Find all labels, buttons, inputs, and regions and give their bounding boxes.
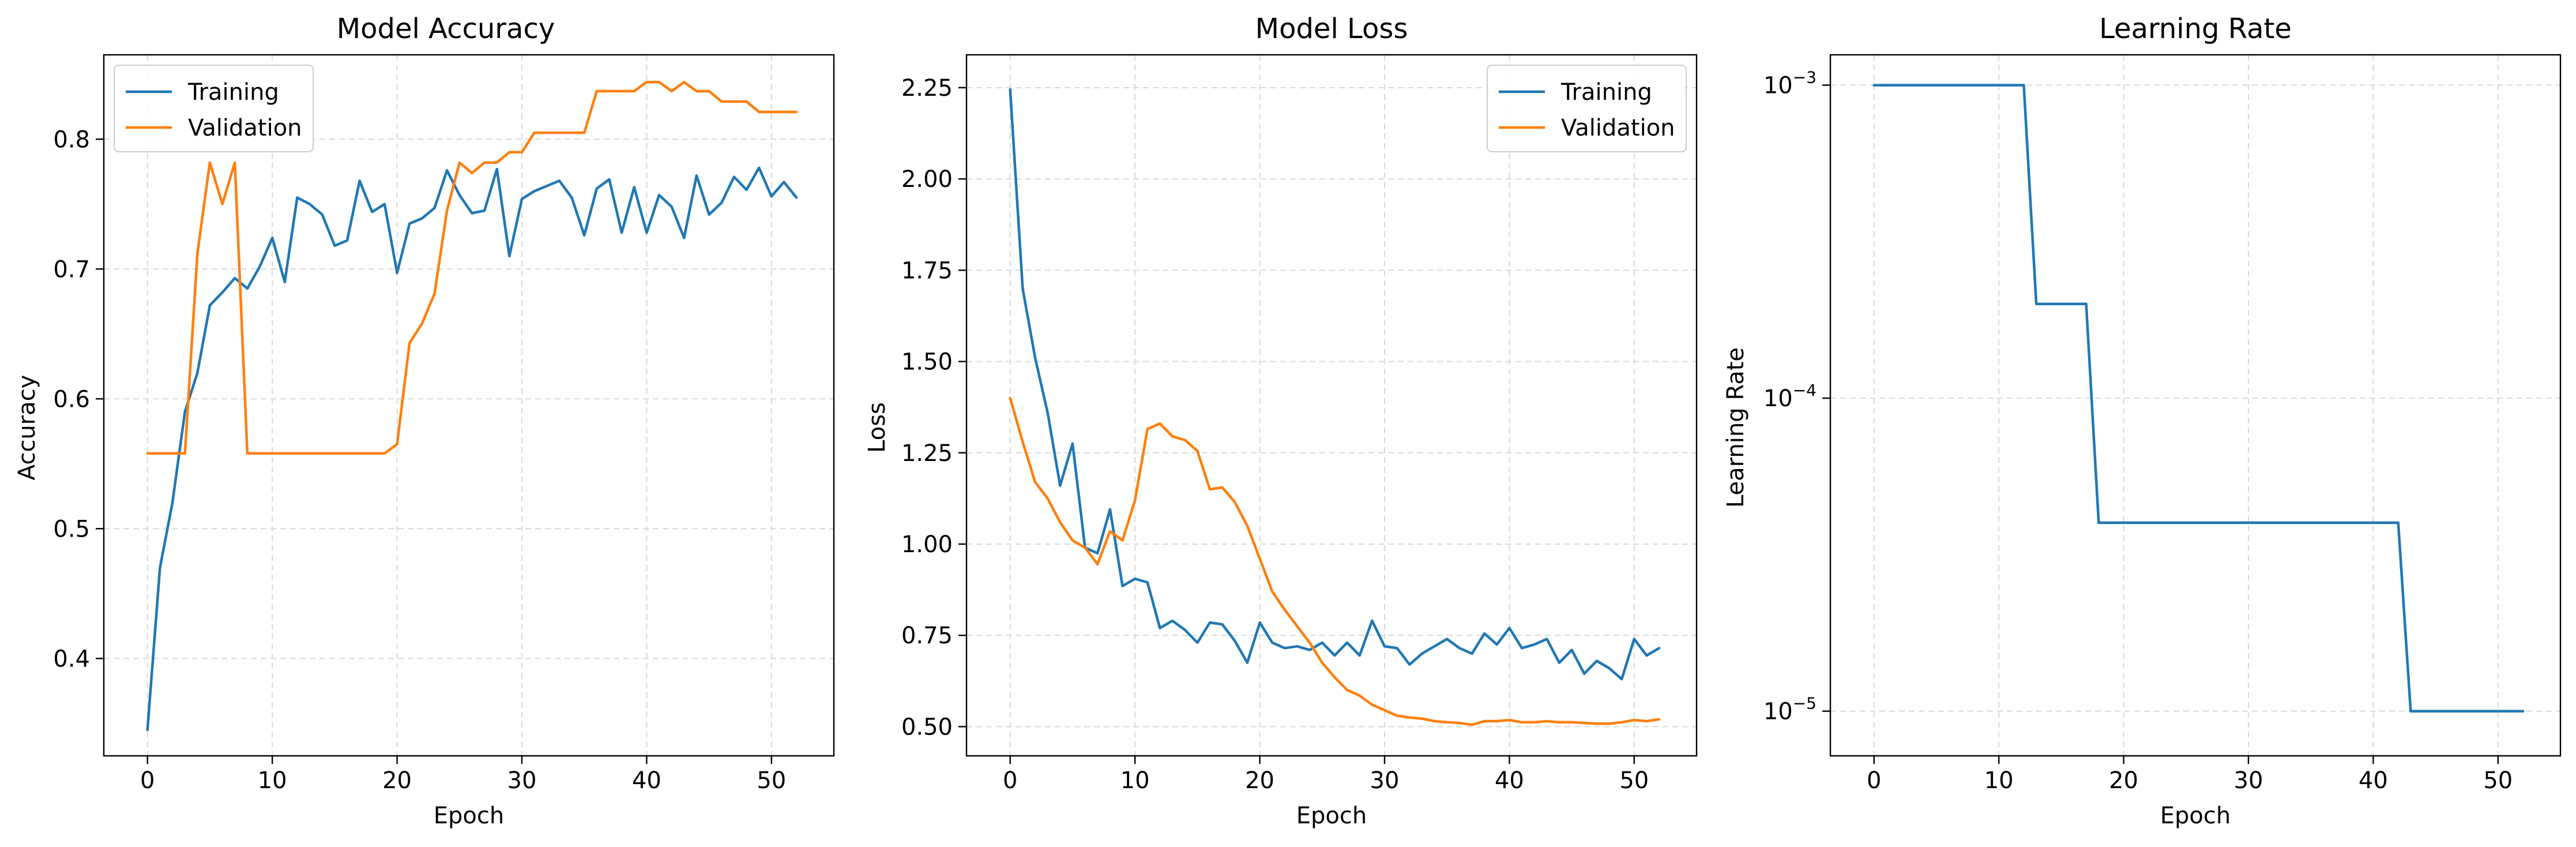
loss-y-tick-label: 0.50: [901, 714, 953, 740]
accuracy-y-tick-label: 0.5: [53, 516, 90, 542]
loss-y-tick-label: 1.00: [901, 531, 953, 558]
accuracy-y-tick-label: 0.6: [53, 386, 90, 413]
accuracy-legend-validation-label: Validation: [188, 115, 302, 141]
accuracy-training-line: [146, 166, 798, 732]
loss-y-tick-label: 1.50: [901, 349, 953, 376]
learning-rate-chart: Learning Rate Epoch Learning Rate 0 10 20 3…: [1723, 13, 2562, 829]
accuracy-x-tick-label: 0: [140, 767, 155, 794]
accuracy-legend: Training Validation: [114, 65, 314, 152]
accuracy-y-tick-label: 0.7: [53, 256, 90, 283]
learning-rate-x-tick-label: 20: [2109, 767, 2138, 794]
accuracy-x-tick-label: 10: [258, 767, 287, 794]
learning-rate-lr-line: [1872, 84, 2525, 713]
learning-rate-y-tick-label: 10−5: [1763, 694, 1817, 725]
learning-rate-x-tick-label: 10: [1984, 767, 2014, 794]
accuracy-chart: Model Accuracy Epoch Accuracy 0 10 20 30 40 5…: [14, 13, 835, 829]
loss-validation-line: [1009, 396, 1661, 726]
learning-rate-chart-title: Learning Rate: [2099, 13, 2292, 45]
learning-rate-y-axis-label: Learning Rate: [1723, 347, 1749, 508]
loss-y-tick-label: 1.25: [901, 440, 953, 467]
accuracy-chart-title: Model Accuracy: [337, 13, 555, 45]
loss-x-tick-label: 20: [1245, 767, 1274, 794]
loss-x-axis-label: Epoch: [1296, 803, 1367, 829]
loss-chart-title: Model Loss: [1255, 13, 1408, 45]
loss-legend-box: [1487, 65, 1687, 152]
loss-x-tick-label: 0: [1003, 767, 1017, 794]
loss-y-tick-label: 2.25: [901, 75, 953, 102]
accuracy-legend-box: [114, 65, 314, 152]
accuracy-x-tick-label: 40: [632, 767, 661, 794]
loss-legend-training-label: Training: [1560, 79, 1652, 106]
accuracy-x-axis-label: Epoch: [434, 803, 504, 829]
learning-rate-x-axis-label: Epoch: [2160, 803, 2231, 829]
learning-rate-x-tick-label: 30: [2234, 767, 2263, 794]
loss-training-line: [1009, 88, 1661, 681]
learning-rate-x-tick-label: 0: [1867, 767, 1881, 794]
loss-y-axis-label: Loss: [864, 402, 890, 453]
loss-y-tick-label: 2.00: [901, 166, 953, 193]
loss-x-tick-label: 50: [1619, 767, 1649, 794]
learning-rate-y-tick-label: 10−3: [1763, 68, 1817, 99]
loss-x-tick-label: 30: [1370, 767, 1400, 794]
learning-rate-plot-frame: [1829, 54, 2562, 757]
learning-rate-x-tick-label: 50: [2483, 767, 2513, 794]
loss-x-tick-label: 10: [1120, 767, 1150, 794]
accuracy-plot-frame: [103, 54, 835, 757]
loss-y-tick-label: 0.75: [901, 623, 953, 649]
loss-x-tick-label: 40: [1495, 767, 1524, 794]
learning-rate-y-tick-label: 10−4: [1763, 381, 1817, 412]
accuracy-x-tick-label: 20: [382, 767, 412, 794]
loss-legend-validation-label: Validation: [1561, 115, 1675, 141]
loss-plot-frame: [965, 54, 1698, 757]
accuracy-x-tick-label: 50: [757, 767, 786, 794]
accuracy-x-tick-label: 30: [507, 767, 537, 794]
learning-rate-x-tick-label: 40: [2359, 767, 2388, 794]
accuracy-y-axis-label: Accuracy: [14, 375, 40, 481]
accuracy-legend-training-label: Training: [187, 79, 279, 106]
accuracy-y-tick-label: 0.4: [53, 646, 90, 672]
loss-legend: Training Validation: [1487, 65, 1687, 152]
loss-chart: Model Loss Epoch Loss 0 10 20 30 40 50 0.50 0.7…: [864, 13, 1698, 829]
accuracy-y-tick-label: 0.8: [53, 126, 90, 153]
loss-y-tick-label: 1.75: [901, 257, 953, 284]
accuracy-validation-line: [146, 81, 798, 455]
